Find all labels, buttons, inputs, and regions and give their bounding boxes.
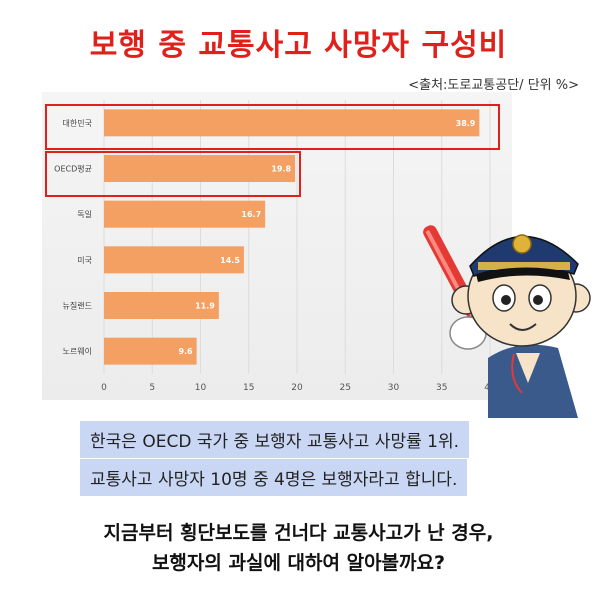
bar	[104, 155, 296, 182]
data-label: 38.9	[456, 119, 476, 128]
police-mascot-illustration	[423, 225, 591, 418]
caption-pedestrian-ratio: 교통사고 사망자 10명 중 4명은 보행자라고 합니다.	[80, 459, 468, 496]
data-label: 11.9	[195, 302, 215, 311]
highlight-box-korea	[45, 104, 500, 150]
x-tick-label: 15	[243, 383, 254, 393]
category-label: OECD평균	[54, 164, 92, 174]
category-label: 노르웨이	[63, 346, 92, 356]
data-label: 14.5	[220, 256, 240, 265]
x-tick-label: 0	[101, 383, 107, 393]
category-label: 대한민국	[63, 118, 92, 128]
source-note: <출처:도로교통공단/ 단위 %>	[408, 78, 579, 93]
category-label: 독일	[77, 210, 92, 219]
category-label: 뉴질랜드	[63, 301, 92, 311]
bar	[104, 337, 197, 365]
category-label: 미국	[77, 256, 92, 265]
x-tick-label: 30	[388, 383, 400, 393]
data-label: 19.8	[271, 165, 291, 174]
highlight-box-oecd	[45, 151, 301, 197]
x-tick-label: 25	[340, 383, 351, 393]
x-tick-label: 35	[436, 383, 447, 393]
bar-chart: 0510152025303540대한민국38.9OECD평균19.8독일16.7…	[54, 100, 496, 393]
bar	[104, 246, 244, 274]
page-title: 보행 중 교통사고 사망자 구성비	[89, 28, 508, 63]
closing-line-1: 지금부터 횡단보도를 건너다 교통사고가 난 경우,	[103, 522, 494, 544]
bar	[104, 200, 266, 228]
bar	[104, 292, 219, 319]
caption-korea-rank: 한국은 OECD 국가 중 보행자 교통사고 사망률 1위.	[80, 421, 470, 458]
x-tick-label: 20	[291, 383, 303, 393]
x-tick-label: 5	[149, 383, 155, 393]
data-label: 9.6	[178, 347, 193, 356]
closing-line-2: 보행자의 과실에 대하여 알아볼까요?	[151, 552, 446, 574]
x-tick-label: 10	[195, 383, 207, 393]
data-label: 16.7	[241, 210, 261, 219]
bar	[104, 109, 480, 137]
